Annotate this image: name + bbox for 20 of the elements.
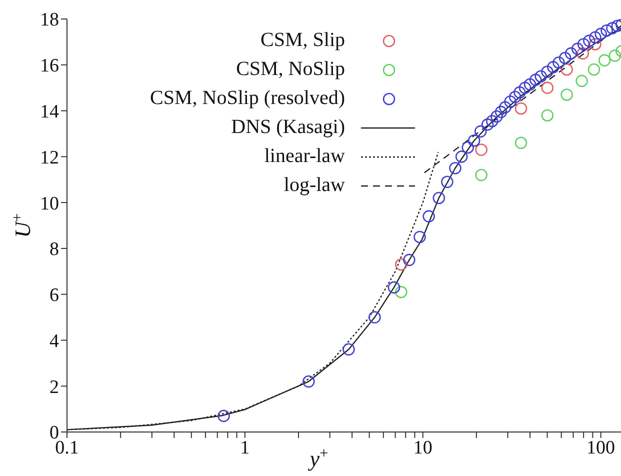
legend-label: DNS (Kasagi)	[231, 116, 345, 139]
x-axis-title: y$^{+}$	[308, 444, 328, 471]
y-tick-label: 4	[50, 330, 60, 352]
y-tick-label: 18	[40, 10, 59, 31]
y-tick-label: 12	[40, 147, 59, 168]
x-tick-label: 1	[240, 437, 250, 458]
y-tick-label: 14	[40, 102, 60, 123]
y-tick-label: 16	[40, 56, 59, 77]
legend-label: log-law	[284, 174, 345, 197]
x-tick-label: 0.1	[55, 437, 79, 458]
legend-label: CSM, Slip	[260, 29, 345, 52]
y-tick-label: 8	[50, 239, 59, 260]
legend-label: CSM, NoSlip	[236, 58, 345, 81]
x-tick-label: 10	[413, 437, 432, 458]
legend-label: linear-law	[264, 145, 345, 168]
legend-label: CSM, NoSlip (resolved)	[150, 87, 345, 110]
x-tick-label: 100	[586, 437, 616, 458]
y-tick-label: 10	[40, 193, 59, 214]
y-tick-label: 2	[50, 376, 59, 398]
y-tick-label: 6	[50, 285, 59, 306]
